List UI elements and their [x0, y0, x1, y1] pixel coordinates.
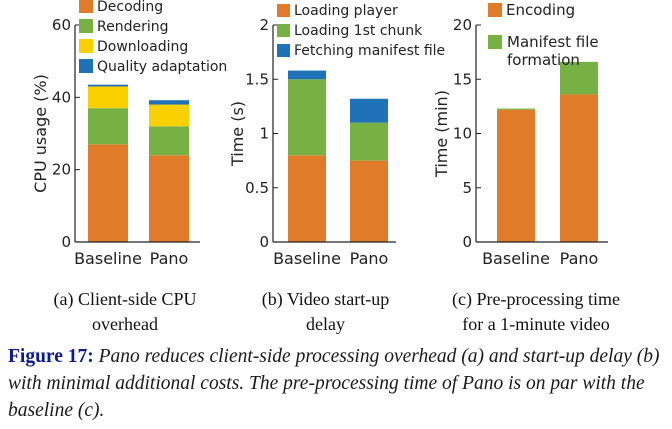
subcaption-c-line1: (c) Pre-processing time [452, 289, 620, 309]
y-tick-label: 10 [453, 125, 472, 143]
legend-swatch [277, 44, 290, 57]
figure-caption-text: Pano reduces client-side processing over… [8, 346, 660, 421]
legend-label: Decoding [97, 0, 163, 15]
y-axis-label: Time (s) [228, 101, 247, 167]
legend-label: Quality adaptation [97, 59, 227, 75]
y-tick-label: 20 [453, 16, 472, 34]
y-tick-label: 20 [52, 161, 71, 179]
y-tick-label: 5 [462, 179, 472, 197]
bar-a-pano-2 [149, 104, 189, 127]
y-tick-label: 1.5 [245, 70, 269, 88]
legend-swatch [277, 4, 290, 17]
bar-c-baseline-0 [497, 109, 535, 242]
bar-c-pano-0 [560, 94, 598, 242]
legend-swatch [79, 59, 93, 73]
bar-b-pano-0 [350, 160, 388, 242]
y-axis-label: CPU usage (%) [31, 74, 50, 193]
y-tick-label: 1 [259, 125, 269, 143]
y-tick-label: 60 [52, 16, 71, 34]
subcaption-b: (b) Video start-up delay [233, 287, 418, 337]
subcaption-a-line1: (a) Client-side CPU [53, 289, 197, 309]
x-tick-label: Baseline [482, 249, 550, 268]
legend-swatch [79, 0, 93, 13]
legend-label-cont: formation [507, 51, 580, 69]
bar-a-pano-3 [149, 100, 189, 105]
legend-swatch [488, 35, 502, 49]
bar-a-baseline-2 [88, 86, 128, 109]
x-tick-label: Pano [150, 249, 189, 268]
bar-b-baseline-2 [288, 70, 326, 80]
legend-label: Rendering [97, 19, 169, 35]
subcaption-a-line2: overhead [92, 314, 158, 334]
subcaption-c: (c) Pre-processing time for a 1-minute v… [420, 287, 652, 337]
y-tick-label: 40 [52, 88, 71, 106]
bar-a-baseline-1 [88, 108, 128, 145]
y-tick-label: 0.5 [245, 179, 269, 197]
y-tick-label: 0 [462, 233, 472, 251]
bar-b-baseline-0 [288, 155, 326, 242]
legend-label: Downloading [97, 39, 188, 55]
bar-a-pano-0 [149, 155, 189, 242]
x-tick-label: Baseline [273, 249, 341, 268]
chart-panel-a: Baseline Pano 0 20 40 60 CPU usage (%) Decoding… [31, 0, 227, 268]
subcaption-b-line2: delay [306, 314, 345, 334]
figure-caption-label: Figure 17: [8, 346, 94, 367]
y-axis-label: Time (min) [432, 90, 451, 178]
bar-b-pano-2 [350, 98, 388, 123]
x-tick-label: Pano [560, 249, 599, 268]
legend-label: Loading player [294, 3, 398, 19]
chart-panel-b: Baseline Pano 0 0.5 1 1.5 2 Time (s) Loading pla… [228, 3, 445, 268]
subcaption-c-line2: for a 1-minute video [462, 314, 610, 334]
legend-swatch [79, 19, 93, 33]
legend-swatch [277, 24, 290, 37]
subcaption-a: (a) Client-side CPU overhead [25, 287, 225, 337]
bar-a-pano-1 [149, 126, 189, 156]
bar-b-baseline-1 [288, 79, 326, 156]
figure-caption: Figure 17: Pano reduces client-side proc… [8, 343, 660, 424]
chart-panel-c: Baseline Pano 0 5 10 15 20 Time (min) Encoding Ma… [432, 1, 608, 268]
bar-b-pano-1 [350, 122, 388, 161]
y-tick-label: 0 [61, 233, 71, 251]
legend-label: Fetching manifest file [294, 43, 445, 59]
y-tick-label: 2 [259, 16, 269, 34]
legend-swatch [488, 3, 502, 17]
legend-label: Encoding [506, 1, 575, 19]
bar-a-baseline-0 [88, 144, 128, 242]
y-tick-label: 15 [453, 70, 472, 88]
x-tick-label: Pano [350, 249, 389, 268]
legend-label: Loading 1st chunk [294, 23, 423, 39]
y-tick-label: 0 [259, 233, 269, 251]
legend-label: Manifest file [507, 33, 599, 51]
subcaption-b-line1: (b) Video start-up [261, 289, 390, 309]
bar-a-baseline-3 [88, 84, 128, 87]
bar-c-pano-1 [560, 61, 598, 95]
legend-swatch [79, 39, 93, 53]
bar-c-baseline-1 [497, 108, 535, 110]
x-tick-label: Baseline [74, 249, 142, 268]
